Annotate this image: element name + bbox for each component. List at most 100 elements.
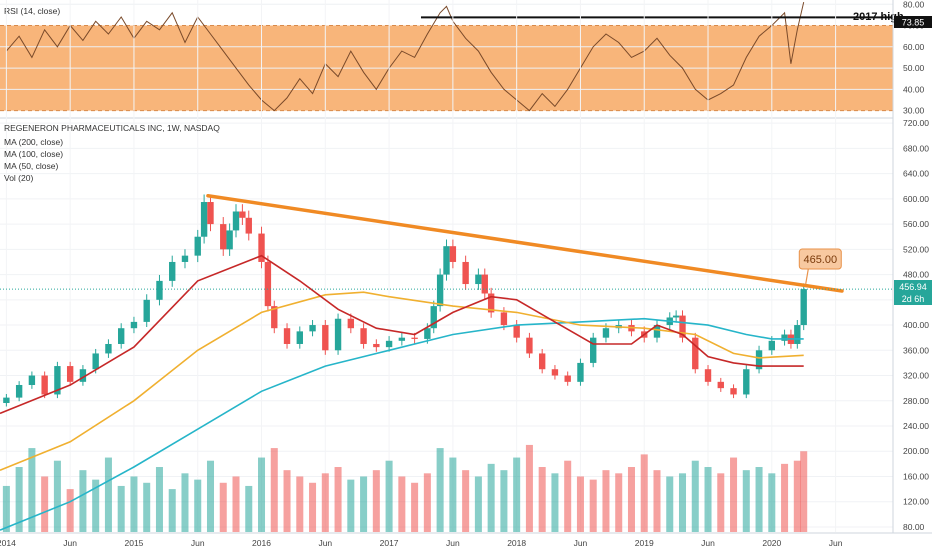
candle-body [245, 217, 252, 234]
candle-body [271, 306, 278, 329]
volume-bar [678, 473, 687, 532]
volume-bar [232, 476, 240, 532]
volume-bar [334, 467, 342, 532]
volume-bar [800, 451, 808, 532]
volume-bar [181, 473, 189, 532]
candle-body [118, 328, 125, 344]
candle-body [692, 337, 699, 370]
countdown-text: 2d 6h [902, 294, 925, 304]
candle-body [411, 337, 418, 339]
candle-body [462, 261, 469, 285]
volume-bar [372, 470, 380, 532]
candle-body [373, 343, 380, 348]
target-callout[interactable]: 465.00 [798, 248, 842, 285]
candle-body [679, 315, 686, 338]
candle-body [768, 340, 775, 351]
candle-body [130, 321, 138, 329]
volume-bar [564, 460, 572, 532]
price-tick-label: 480.00 [903, 270, 929, 280]
volume-bar [104, 457, 112, 532]
price-value-text: 456.94 [899, 282, 927, 292]
candle-body [398, 337, 406, 341]
time-tick-label: 2020 [762, 538, 781, 548]
candle-body [200, 202, 208, 237]
price-tick-label: 600.00 [903, 194, 929, 204]
ma200-line [0, 317, 804, 531]
volume-bar [53, 460, 61, 532]
rsi-tick-label: 80.00 [903, 0, 925, 9]
candle-body [538, 353, 546, 370]
price-tick-label: 240.00 [903, 421, 929, 431]
volume-bar [730, 457, 738, 532]
volume-bar [41, 476, 49, 532]
volume-bar [602, 470, 610, 532]
candle-body [436, 274, 444, 307]
volume-bar [627, 467, 635, 532]
candle-body [385, 340, 393, 348]
candle-body [653, 325, 661, 338]
volume-bar [717, 473, 725, 532]
volume-bar [781, 463, 789, 532]
price-tick-label: 400.00 [903, 320, 929, 330]
candle-body [296, 331, 303, 344]
symbol-title: REGENERON PHARMACEUTICALS INC, 1W, NASDA… [4, 123, 220, 133]
ma50-line [0, 254, 804, 415]
volume-bar [436, 448, 444, 532]
volume-bar [283, 470, 291, 532]
candle-body [79, 369, 87, 382]
price-tick-label: 320.00 [903, 371, 929, 381]
trendline[interactable] [206, 193, 844, 293]
candle-body [264, 261, 272, 307]
time-tick-label: Jun [318, 538, 332, 548]
time-tick-label: 2016 [252, 538, 271, 548]
volume-bar [576, 476, 584, 532]
ma100-line [0, 291, 804, 471]
candle-body [143, 299, 150, 322]
candle-body [800, 289, 807, 326]
candle-body [424, 328, 431, 339]
legend-ma100: MA (100, close) [4, 149, 63, 159]
candle-body [717, 381, 724, 389]
price-tick-label: 200.00 [903, 446, 929, 456]
candle-body [590, 337, 597, 363]
candle-body [481, 274, 488, 294]
volume-bar [755, 467, 763, 532]
candle-body [430, 306, 437, 329]
candle-body [28, 375, 36, 385]
candle-body [3, 397, 10, 404]
time-tick-label: Jun [701, 538, 715, 548]
candle-body [232, 211, 240, 231]
volume-bar [258, 457, 266, 532]
volume-bar [15, 467, 23, 532]
candle-body [730, 388, 737, 395]
volume-bar [640, 454, 648, 532]
volume-bar [551, 473, 559, 532]
target-box [798, 248, 842, 270]
candle-body [194, 236, 201, 256]
candle-body [475, 274, 482, 285]
price-tick-label: 560.00 [903, 219, 929, 229]
candle-body [181, 255, 189, 262]
volume-bar [398, 476, 406, 532]
candle-body [239, 211, 246, 218]
time-axis: 2014 Jun 2015 Jun 2016 Jun 2017 Jun 2018 Jun 2019 J… [0, 538, 843, 548]
candle-body [309, 325, 316, 332]
volume-bar [168, 489, 176, 532]
time-tick-label: 2018 [507, 538, 526, 548]
price-tick-label: 80.00 [903, 522, 925, 532]
legend-ma200: MA (200, close) [4, 137, 63, 147]
volume-bar [513, 457, 521, 532]
price-tick-label: 120.00 [903, 497, 929, 507]
rsi-tick-label: 40.00 [903, 84, 925, 94]
candle-body [602, 328, 610, 338]
volume-bar [691, 460, 699, 532]
price-value-badge: 456.94 2d 6h [894, 280, 932, 305]
candle-body [443, 246, 450, 275]
rsi-tick-label: 30.00 [903, 106, 925, 116]
candle-body [66, 366, 74, 382]
legend-ma50: MA (50, close) [4, 161, 58, 171]
candle-body [54, 366, 61, 395]
candle-body [449, 246, 457, 262]
volume-bar [615, 473, 623, 532]
